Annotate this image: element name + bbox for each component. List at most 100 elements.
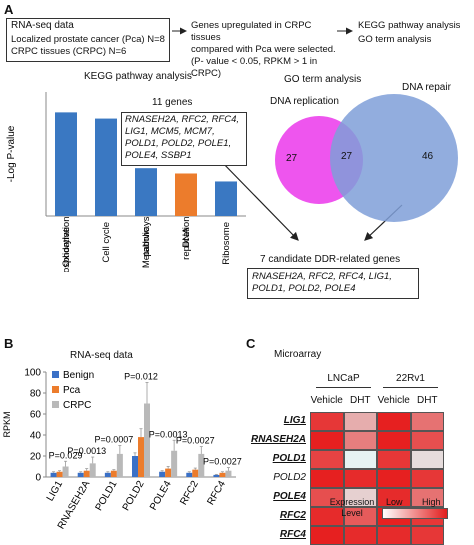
rnaseq-bar-lig1-pca: [56, 471, 63, 477]
genes-count-label: 11 genes: [152, 97, 193, 108]
heatmap-row-label-pold2: POLD2: [273, 472, 306, 483]
legend-swatch-benign: [52, 371, 59, 378]
panel-label-c: C: [246, 336, 256, 351]
heatmap-cell-rfc4-2: [377, 526, 411, 545]
rnaseq-bar-pold2-crpc: [144, 403, 150, 477]
rnaseq-y-tick-label: 60: [30, 410, 42, 421]
rnaseq-pvalue-rfc2: P=0.0027: [176, 436, 215, 446]
venn-overlap-count: 27: [341, 151, 353, 162]
heatmap-cell-rfc4-0: [310, 526, 344, 545]
heatmap-row-label-rfc2: RFC2: [279, 510, 306, 521]
rnaseq-y-tick-label: 100: [24, 368, 41, 379]
rnaseq-bar-rfc2-crpc: [198, 453, 205, 477]
criteria-line-2: compared with Pca were selected.: [191, 44, 336, 55]
rnaseq-tick-label-lig1: LIG1: [45, 479, 66, 504]
heatmap-cell-lig1-3: [410, 412, 444, 431]
genes-line-3: POLD1, POLD2, POLE1,: [125, 138, 232, 149]
legend-swatch-crpc: [52, 401, 59, 408]
kegg-bar-ribosome: [215, 181, 237, 216]
candidate-line-1: RNASEH2A, RFC2, RFC4, LIG1,: [252, 271, 392, 282]
genes-line-4: POLE4, SSBP1: [125, 150, 192, 161]
heatmap-cell-pold2-0: [310, 469, 344, 488]
heatmap-cell-rfc2-1: [343, 507, 377, 526]
heatmap-cell-pold1-2: [377, 450, 411, 469]
heatmap-cell-pold1-3: [410, 450, 444, 469]
kegg-tick-label-line: Cell cycle: [101, 222, 112, 263]
legend-gradient-bar: [382, 508, 448, 519]
arrow-kegg-to-candidates: [217, 157, 299, 241]
legend-label-benign: Benign: [63, 370, 94, 381]
go-title: GO term analysis: [284, 74, 362, 85]
rnaseq-bar-rfc2-benign: [186, 472, 193, 477]
kegg-bar-metabolic-pathways: [135, 168, 157, 216]
rnaseq-bar-pold2-pca: [138, 437, 144, 477]
heatmap-cell-rfc4-1: [343, 526, 377, 545]
heatmap-cell-pold1-0: [310, 450, 344, 469]
panel-label-a: A: [4, 2, 14, 17]
rnaseq-bar-lig1-crpc: [62, 466, 69, 477]
rnaseq-bar-pole4-pca: [165, 468, 172, 477]
legend-swatch-pca: [52, 386, 59, 393]
analysis-steps: KEGG pathway analysis GO term analysis: [358, 20, 474, 46]
kegg-bar-cell-cycle: [95, 118, 117, 216]
kegg-tick-label-line: phosphorylation: [61, 217, 72, 273]
heatmap-cell-pole4-3: [410, 488, 444, 507]
microarray-heatmap: LNCaP 22Rv1 Vehicle DHT Vehicle DHT LIG1 RNASEH…: [246, 362, 474, 545]
selection-criteria: Genes upregulated in CRPC tissues compar…: [191, 20, 341, 80]
legend-high-label: High: [422, 497, 441, 507]
heatmap-cell-rnaseh2a-3: [410, 431, 444, 450]
kegg-title: KEGG pathway analysis: [84, 71, 192, 82]
heatmap-cell-pold1-1: [343, 450, 377, 469]
panel-label-b: B: [4, 336, 14, 351]
heatmap-column-dht-3: DHT: [416, 395, 438, 406]
venn-right-count: 46: [422, 151, 434, 162]
heatmap-cell-rfc2-0: [310, 507, 344, 526]
rnaseq-bar-rnaseh2a-benign: [77, 472, 84, 477]
rnaseq-y-tick-label: 40: [30, 431, 42, 442]
heatmap-cell-pole4-1: [343, 488, 377, 507]
kegg-tick-label-ribosome: Ribosome: [221, 222, 232, 265]
microarray-title: Microarray: [274, 349, 322, 360]
rnaseq-bar-pold1-pca: [110, 470, 117, 477]
heatmap-group-lncap: LNCaP: [327, 373, 360, 384]
rnaseq-pvalue-rfc4: P=0.0027: [203, 457, 242, 467]
box1-pca-line: Localized prostate cancer (Pca) N=8: [11, 34, 165, 45]
heatmap-group-bracket: [383, 387, 438, 388]
kegg-tick-label-line: Metabolic: [141, 227, 152, 268]
genes-list-box: RNASEH2A, RFC2, RFC4, LIG1, MCM5, MCM7, …: [121, 112, 247, 166]
rnaseq-bar-pold2-benign: [132, 456, 138, 477]
heatmap-cell-lig1-0: [310, 412, 344, 431]
heatmap-cell-pold2-2: [377, 469, 411, 488]
venn-diagram: [275, 94, 458, 222]
rnaseq-bar-rfc4-crpc: [225, 470, 232, 477]
kegg-bar-dna-replication: [175, 173, 197, 216]
venn-left-count: 27: [286, 153, 298, 164]
heatmap-group-bracket: [316, 387, 371, 388]
rnaseq-tick-label-rfc4: RFC4: [205, 479, 228, 507]
venn-circle-dna-repair: [330, 94, 458, 222]
rnaseq-tick-label-pold1: POLD1: [94, 479, 120, 513]
heatmap-cell-rfc4-3: [410, 526, 444, 545]
rnaseq-y-tick-label: 20: [30, 452, 42, 463]
venn-right-label: DNA repair: [402, 82, 451, 93]
candidate-line-2: POLD1, POLD2, POLE4: [252, 283, 356, 294]
rnaseq-bar-chart: 020406080100RPKMP=0.029LIG1P=0.0013RNASE…: [2, 368, 242, 532]
kegg-tick-label-dna-replication: DNAreplication: [181, 217, 192, 260]
legend-label-crpc: CRPC: [63, 400, 91, 411]
rna-seq-data-box: RNA-seq data Localized prostate cancer (…: [6, 18, 170, 62]
rnaseq-chart-title: RNA-seq data: [70, 350, 133, 361]
rnaseq-pvalue-pold2: P=0.012: [124, 372, 158, 382]
heatmap-cell-rnaseh2a-1: [343, 431, 377, 450]
rnaseq-bar-rnaseh2a-crpc: [89, 463, 96, 477]
rnaseq-tick-label-pold2: POLD2: [121, 479, 147, 513]
rnaseq-bar-rfc2-pca: [192, 469, 199, 477]
heatmap-column-dht-1: DHT: [349, 395, 371, 406]
kegg-tick-label-line: Ribosome: [221, 222, 232, 265]
legend-title: Expression Level: [329, 497, 375, 518]
venn-left-label: DNA replication: [270, 96, 339, 107]
genes-line-2: LIG1, MCM5, MCM7,: [125, 126, 215, 137]
heatmap-row-label-lig1: LIG1: [283, 415, 306, 426]
kegg-tick-label-line: DNA: [181, 227, 192, 248]
heatmap-cell-rnaseh2a-2: [377, 431, 411, 450]
heatmap-column-vehicle-2: Vehicle: [377, 395, 410, 406]
